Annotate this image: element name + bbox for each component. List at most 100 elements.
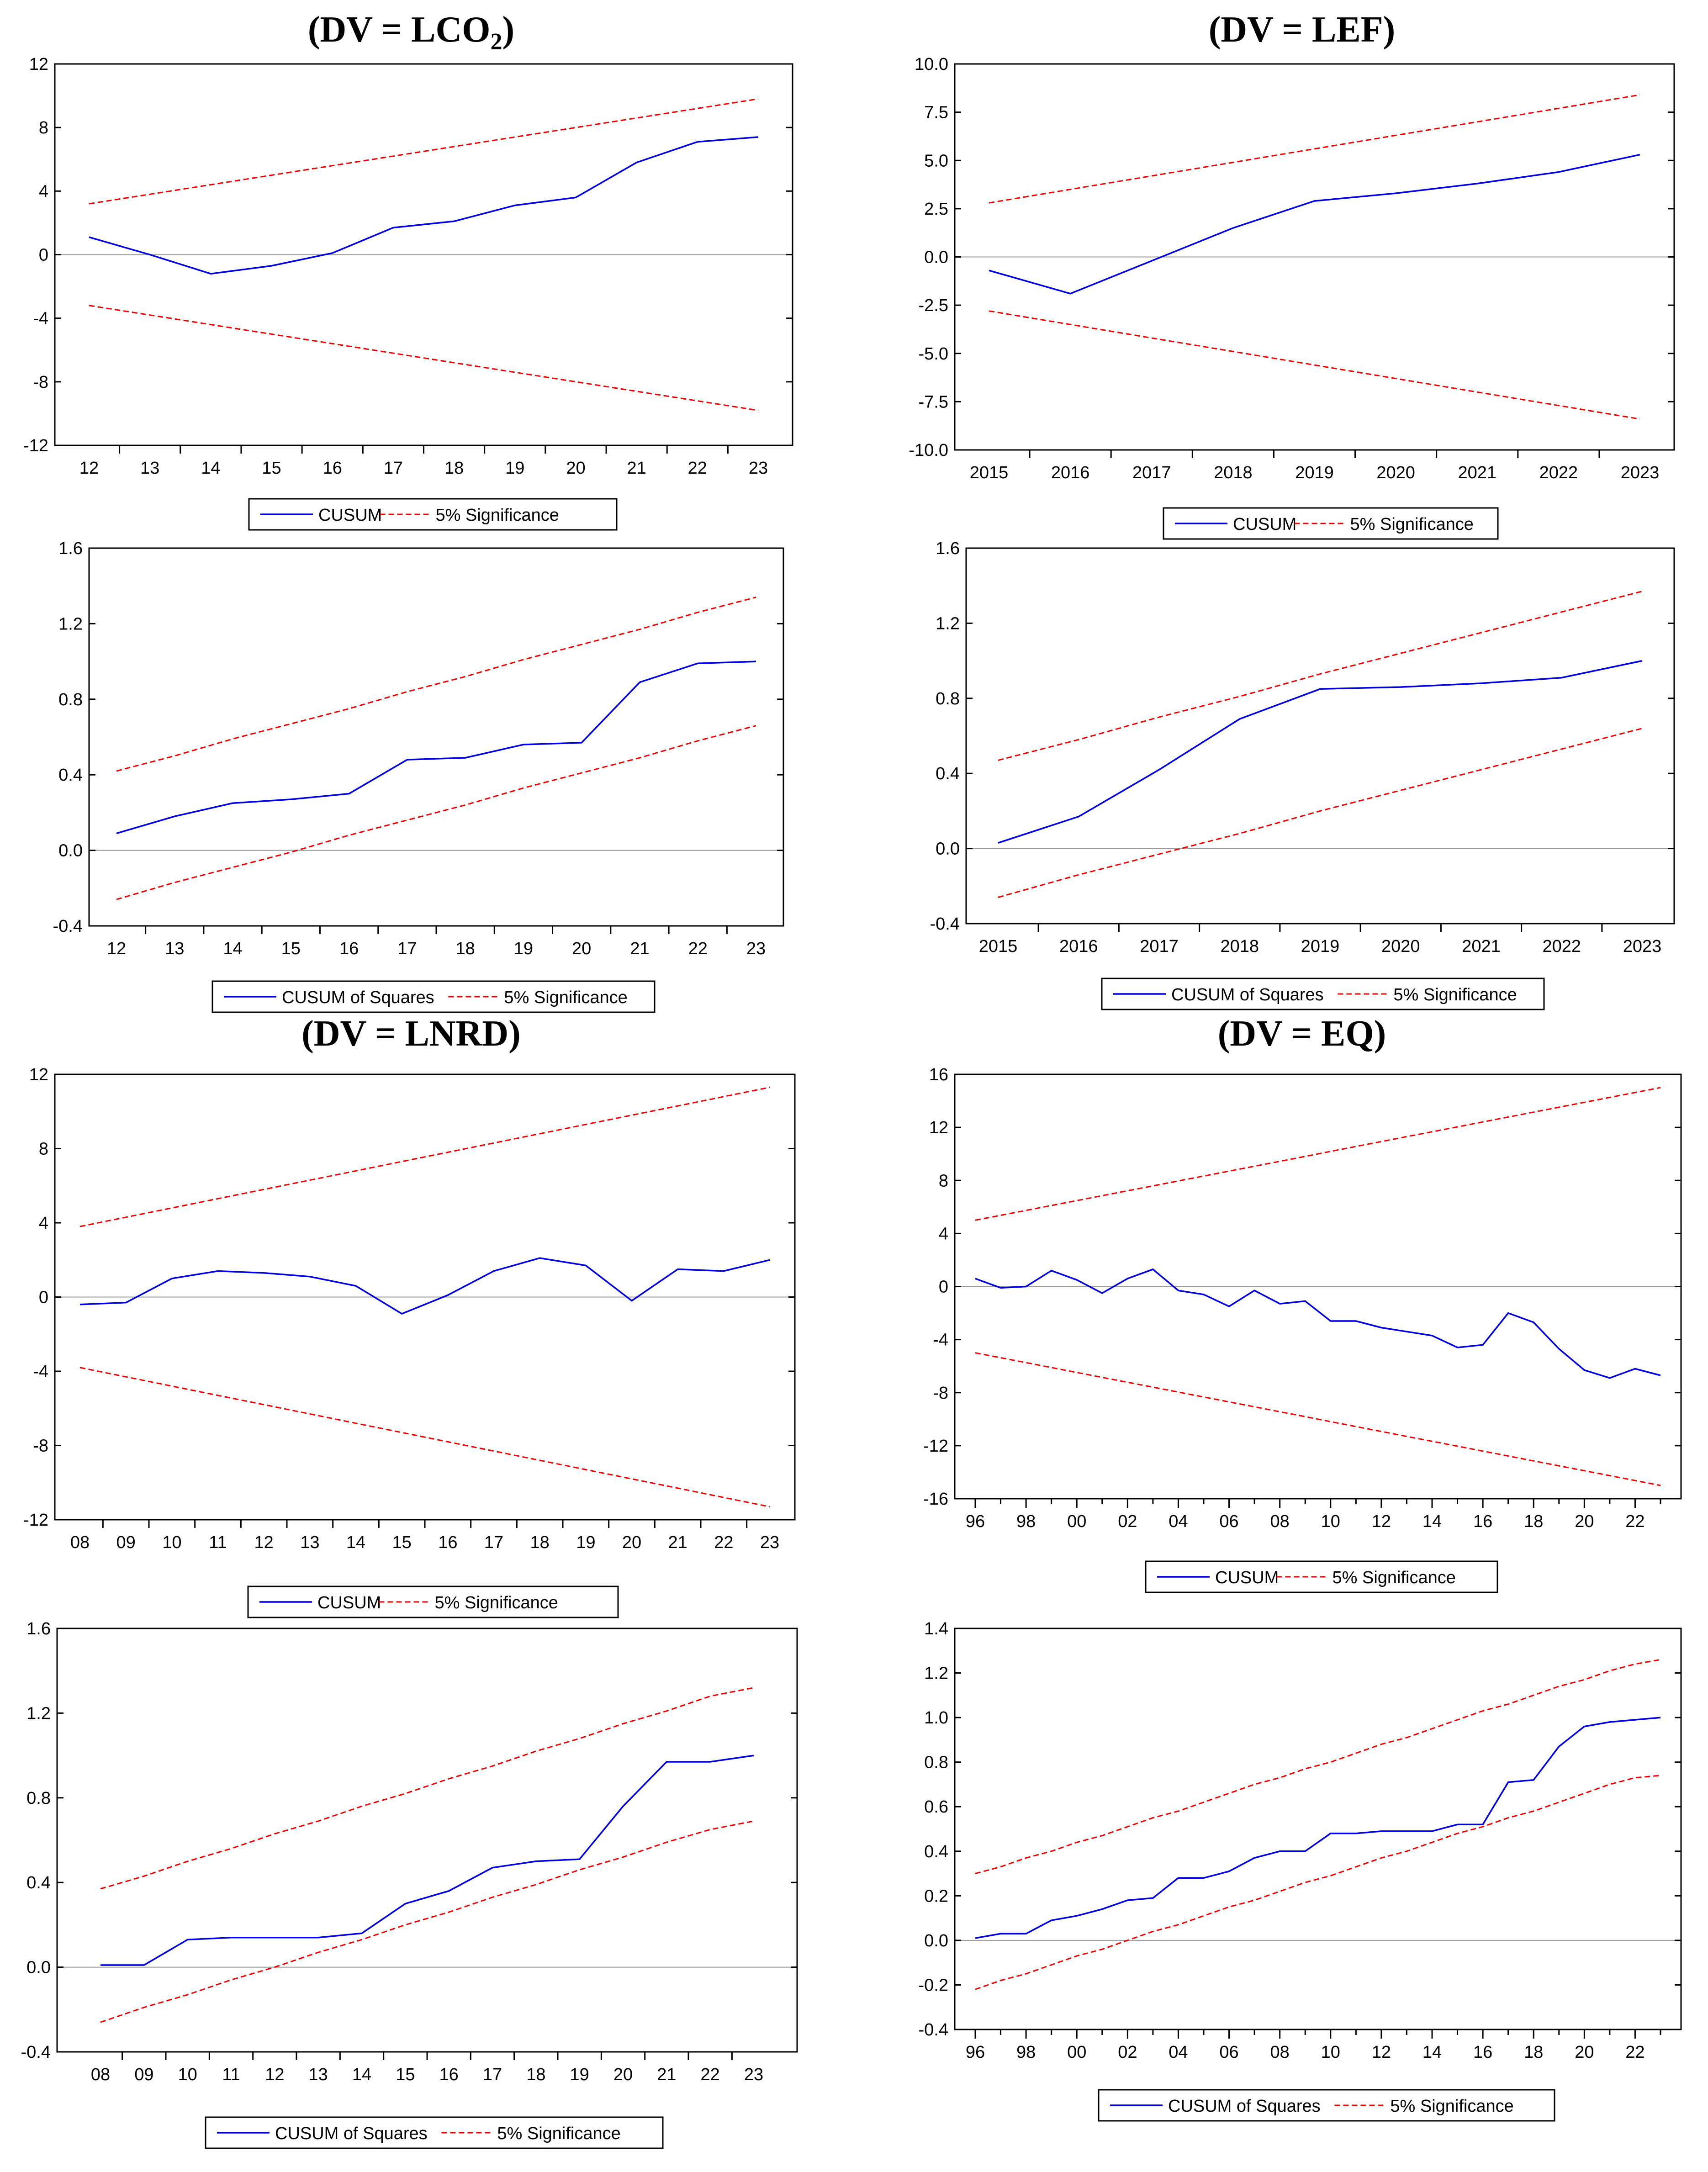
- x-tick-label: 16: [339, 939, 359, 958]
- x-tick-label: 2018: [1220, 937, 1259, 956]
- x-tick-label: 2015: [979, 937, 1018, 956]
- x-tick-label: 00: [1067, 2043, 1086, 2062]
- y-tick-label: -0.4: [919, 2020, 948, 2040]
- x-tick-label: 10: [1321, 2043, 1340, 2062]
- lower-significance-line: [79, 1367, 770, 1508]
- title-lco2-subscript: 2: [490, 29, 502, 55]
- y-tick-label: 1.2: [26, 1704, 51, 1723]
- y-tick-label: 0.8: [936, 689, 960, 708]
- x-tick-label: 17: [384, 459, 403, 478]
- x-tick-label: 17: [484, 1533, 503, 1552]
- x-tick-label: 09: [134, 2065, 153, 2084]
- x-tick-label: 23: [749, 459, 768, 478]
- y-tick-label: -0.4: [21, 2043, 51, 2062]
- x-tick-label: 98: [1016, 1512, 1036, 1531]
- y-tick-label: 0.0: [924, 248, 948, 267]
- legend: CUSUM of Squares 5% Significance: [212, 980, 656, 1013]
- lower-significance-line: [975, 1352, 1661, 1486]
- legend-label-significance: 5% Significance: [1390, 2097, 1513, 2116]
- x-tick-label: 12: [1372, 1512, 1391, 1531]
- x-tick-label: 14: [1422, 1512, 1442, 1531]
- x-tick-label: 17: [397, 939, 417, 958]
- y-tick-label: 0.8: [924, 1753, 948, 1772]
- x-tick-label: 20: [572, 939, 591, 958]
- upper-significance-line: [975, 1087, 1661, 1221]
- x-tick-label: 13: [140, 459, 159, 478]
- x-tick-label: 2023: [1623, 937, 1662, 956]
- upper-significance-line: [79, 1086, 770, 1227]
- y-tick-label: 0.4: [924, 1842, 948, 1861]
- cusum-series-line: [116, 661, 756, 835]
- x-tick-label: 06: [1219, 1512, 1238, 1531]
- y-tick-label: -2.5: [919, 296, 948, 315]
- x-tick-label: 21: [627, 459, 646, 478]
- x-tick-label: 2017: [1140, 937, 1179, 956]
- x-tick-label: 20: [622, 1533, 641, 1552]
- y-tick-label: 1.6: [26, 1619, 51, 1638]
- x-tick-label: 2022: [1542, 937, 1581, 956]
- legend: CUSUM of Squares 5% Significance: [205, 2116, 664, 2149]
- y-tick-label: 7.5: [924, 103, 948, 122]
- x-tick-label: 20: [613, 2065, 633, 2084]
- x-tick-label: 14: [1422, 2043, 1442, 2062]
- legend-label-significance: 5% Significance: [497, 2124, 620, 2143]
- x-tick-label: 23: [760, 1533, 779, 1552]
- cusum-series-line: [100, 1755, 754, 1966]
- cusum-series-line: [975, 1268, 1661, 1379]
- x-tick-label: 00: [1067, 1512, 1086, 1531]
- x-tick-label: 02: [1118, 1512, 1137, 1531]
- x-tick-label: 22: [688, 459, 707, 478]
- legend-label-cusum: CUSUM of Squares: [1171, 985, 1324, 1004]
- legend-label-significance: 5% Significance: [1350, 515, 1474, 534]
- legend-label-significance: 5% Significance: [435, 1593, 558, 1612]
- y-tick-label: -8: [33, 1437, 48, 1456]
- y-tick-label: 1.6: [936, 539, 960, 558]
- y-tick-label: -8: [33, 373, 48, 392]
- y-tick-label: 0.2: [924, 1887, 948, 1906]
- x-tick-label: 2021: [1462, 937, 1501, 956]
- x-tick-label: 18: [526, 2065, 545, 2084]
- x-tick-label: 2020: [1381, 937, 1420, 956]
- x-tick-label: 22: [1625, 2043, 1645, 2062]
- plot-frame: [88, 547, 784, 927]
- x-tick-label: 16: [438, 1533, 457, 1552]
- x-tick-label: 18: [1524, 2043, 1543, 2062]
- x-tick-label: 23: [744, 2065, 763, 2084]
- chart-lnrd-cusumsq: 1.6 1.2 0.8 0.4 0.0 -0.4 08 09 10 11 12 13 14 15 16 17 1…: [21, 1619, 798, 2149]
- plot-frame: [954, 1628, 1682, 2030]
- y-tick-label: 4: [39, 182, 48, 201]
- y-tick-label: 0.0: [936, 840, 960, 859]
- legend: CUSUM 5% Significance: [248, 498, 618, 531]
- legend: CUSUM of Squares 5% Significance: [1098, 2089, 1555, 2122]
- plot-frame: [965, 547, 1675, 925]
- x-tick-label: 15: [281, 939, 301, 958]
- y-tick-label: -7.5: [919, 392, 948, 412]
- legend-box: [1101, 978, 1545, 1010]
- x-tick-label: 2020: [1376, 463, 1415, 482]
- legend-label-significance: 5% Significance: [1333, 1568, 1456, 1587]
- upper-significance-line: [998, 591, 1643, 761]
- chart-eq-cusum: 16 12 8 4 0 -4 -8 -12 -16 96 98 00 02 04 06 08 10 12 14 16 1…: [923, 1065, 1682, 1593]
- y-tick-label: -12: [923, 1437, 948, 1456]
- x-tick-label: 13: [165, 939, 184, 958]
- cusum-series-line: [89, 136, 759, 275]
- y-tick-label: -12: [23, 1511, 48, 1530]
- legend-label-cusum: CUSUM of Squares: [1168, 2097, 1321, 2116]
- lower-significance-line: [989, 310, 1640, 420]
- y-tick-label: 4: [939, 1224, 948, 1243]
- x-tick-label: 2023: [1621, 463, 1660, 482]
- x-tick-label: 22: [1625, 1512, 1645, 1531]
- x-tick-label: 12: [107, 939, 126, 958]
- x-tick-label: 22: [688, 939, 708, 958]
- title-eq: (DV = EQ): [1217, 1014, 1386, 1054]
- chart-lef-cusum: 10.0 7.5 5.0 2.5 0.0 -2.5 -5.0 -7.5 -10.0 2015 201…: [909, 55, 1675, 540]
- legend-box: [212, 980, 656, 1013]
- x-tick-label: 96: [966, 2043, 985, 2062]
- y-tick-label: -0.2: [919, 1976, 948, 1995]
- x-tick-label: 2019: [1295, 463, 1334, 482]
- x-tick-label: 20: [566, 459, 585, 478]
- x-tick-label: 12: [79, 459, 99, 478]
- title-lco2-suffix: ): [502, 10, 515, 50]
- x-tick-label: 96: [966, 1512, 985, 1531]
